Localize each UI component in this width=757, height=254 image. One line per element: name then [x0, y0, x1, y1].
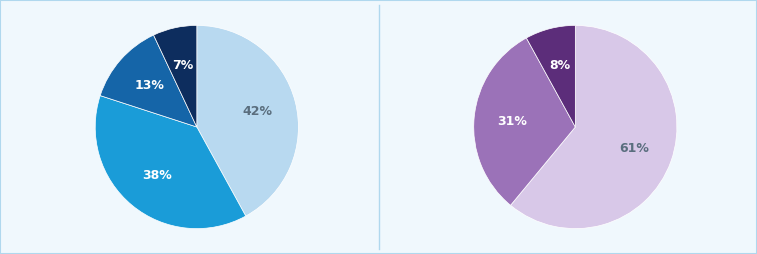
Text: 61%: 61% — [620, 142, 650, 155]
Text: 8%: 8% — [549, 59, 570, 72]
Wedge shape — [474, 38, 575, 205]
Wedge shape — [197, 25, 298, 216]
Text: 31%: 31% — [497, 115, 528, 128]
Wedge shape — [526, 25, 575, 127]
Wedge shape — [510, 25, 677, 229]
Text: 38%: 38% — [142, 169, 172, 182]
Text: 7%: 7% — [173, 59, 194, 72]
Text: 13%: 13% — [135, 79, 164, 92]
Wedge shape — [95, 96, 246, 229]
Text: 42%: 42% — [243, 105, 273, 118]
Wedge shape — [154, 25, 197, 127]
Wedge shape — [100, 35, 197, 127]
